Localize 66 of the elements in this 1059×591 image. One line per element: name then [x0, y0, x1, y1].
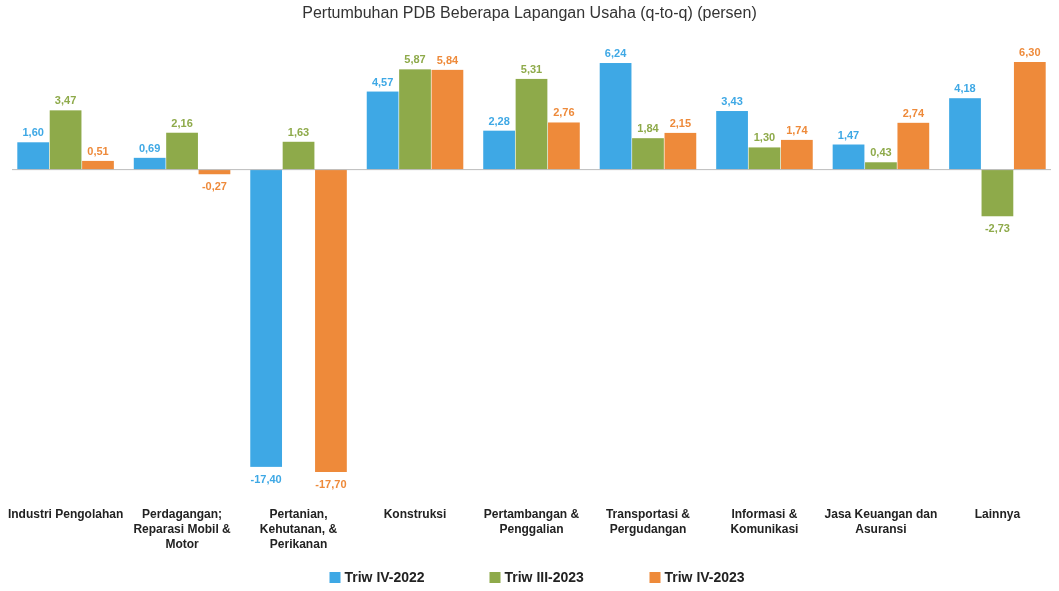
data-label: 0,43 — [870, 146, 892, 159]
data-label: 1,84 — [637, 122, 660, 135]
bar — [399, 69, 431, 170]
data-label: 5,31 — [520, 62, 543, 75]
data-label: 4,18 — [954, 82, 976, 95]
x-tick-label: Perdagangan; Reparasi Mobil & Motor — [133, 507, 232, 551]
x-tick-label: Lainnya — [974, 507, 1021, 521]
data-label: 5,84 — [436, 53, 459, 66]
data-label: 2,74 — [902, 106, 925, 119]
data-label: -0,27 — [201, 180, 227, 193]
chart-title: Pertumbuhan PDB Beberapa Lapangan Usaha (q-to-q) (persen) — [302, 4, 757, 21]
bar — [133, 157, 166, 170]
legend-label: Triw III-2023 — [504, 569, 585, 585]
data-label: -2,73 — [984, 222, 1010, 235]
data-label: -17,40 — [250, 472, 282, 485]
data-label: -17,70 — [315, 478, 347, 490]
bar — [515, 78, 548, 170]
data-label: 1,47 — [837, 128, 860, 141]
data-label: 2,15 — [669, 116, 692, 129]
x-tick-label: Transportasi & Pergudangan — [605, 507, 691, 536]
data-label: 0,69 — [138, 141, 161, 154]
data-label: 0,51 — [87, 144, 109, 157]
x-tick-label: Pertanian, Kehutanan, & Perikanan — [259, 507, 338, 551]
bar — [832, 144, 865, 170]
bar — [82, 160, 114, 170]
bar — [17, 142, 50, 170]
bar — [1013, 62, 1046, 170]
legend-label: Triw IV-2022 — [344, 569, 425, 585]
bar — [49, 110, 82, 170]
bar — [431, 69, 464, 170]
data-label: 5,87 — [404, 53, 426, 66]
bar — [315, 169, 347, 472]
bar — [282, 141, 315, 170]
bar — [366, 91, 399, 170]
data-label: 1,63 — [287, 125, 310, 138]
bar — [897, 122, 930, 170]
legend-label: Triw IV-2023 — [664, 569, 745, 585]
bar — [166, 132, 198, 170]
x-tick-label: Industri Pengolahan — [7, 507, 124, 521]
bar — [632, 138, 664, 170]
data-label: 1,74 — [786, 123, 809, 136]
data-label: 3,47 — [54, 94, 77, 107]
bar — [483, 130, 515, 170]
bar — [949, 98, 981, 170]
bar — [599, 63, 632, 170]
data-label: 1,60 — [22, 126, 44, 139]
bar — [748, 147, 781, 170]
data-label: 4,57 — [371, 75, 394, 88]
data-label: 6,30 — [1019, 46, 1041, 58]
bar — [250, 169, 283, 467]
data-label: 1,30 — [753, 131, 776, 144]
bar — [865, 162, 897, 170]
bar — [716, 111, 748, 170]
x-tick-label: Konstruksi — [383, 507, 447, 521]
x-tick-label: Informasi & Komunikasi — [730, 507, 799, 536]
data-label: 6,24 — [604, 47, 628, 60]
bar — [780, 139, 813, 170]
bar — [548, 122, 580, 170]
data-label: 3,43 — [721, 95, 743, 108]
bar — [981, 169, 1014, 217]
x-tick-label: Pertambangan & Penggalian — [483, 507, 580, 536]
bar — [664, 132, 697, 170]
x-tick-label: Jasa Keuangan dan Asuransi — [824, 507, 938, 536]
data-label: 2,16 — [171, 116, 193, 129]
data-label: 2,76 — [553, 106, 575, 119]
data-label: 2,28 — [488, 114, 510, 127]
